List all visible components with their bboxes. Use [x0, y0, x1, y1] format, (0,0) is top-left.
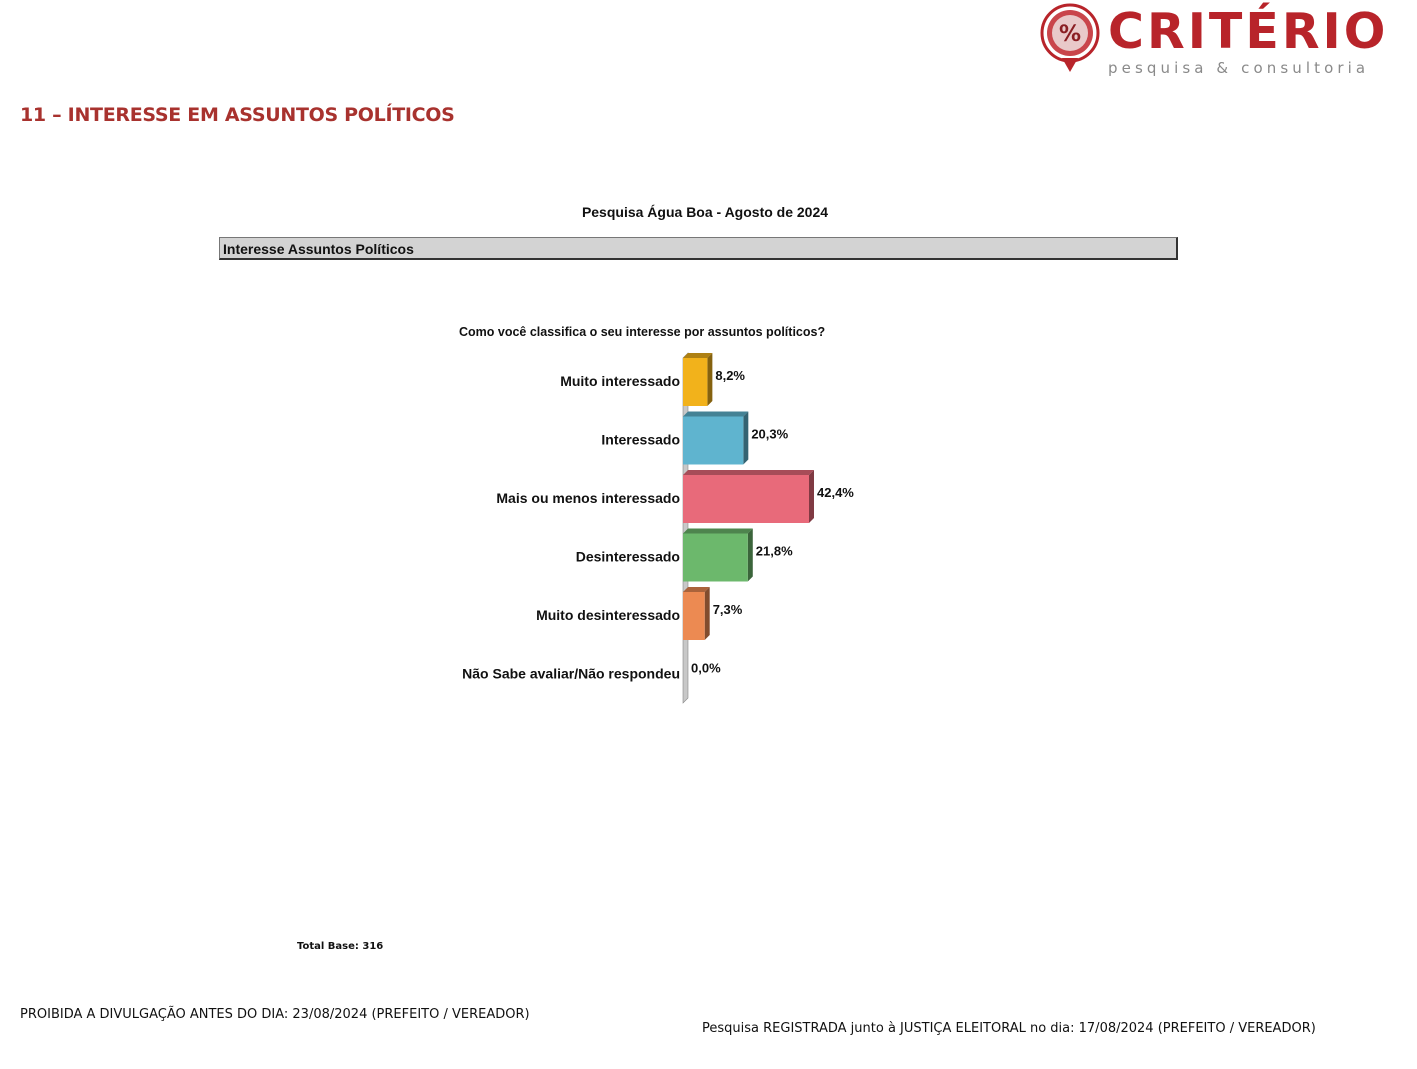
logo-name: CRITÉRIO: [1108, 3, 1389, 60]
criterio-logo: % CRITÉRIO pesquisa & consultoria: [1040, 2, 1390, 82]
bar-side-4: [704, 587, 710, 640]
bar-top-3: [683, 528, 753, 534]
bar-3: [683, 533, 748, 582]
chart-title: Pesquisa Água Boa - Agosto de 2024: [581, 204, 829, 220]
value-label-3: 21,8%: [756, 544, 793, 559]
logo-tagline: pesquisa & consultoria: [1108, 59, 1370, 77]
bar-top-2: [683, 470, 814, 475]
topic-band-label: Interesse Assuntos Políticos: [223, 241, 414, 257]
category-label-4: Muito desinteressado: [536, 607, 680, 623]
bar-side-0: [707, 353, 713, 406]
category-label-2: Mais ou menos interessado: [496, 490, 680, 506]
bar-top-1: [683, 411, 749, 417]
bar-0: [683, 358, 708, 406]
bar-side-1: [743, 411, 749, 465]
category-label-3: Desinteressado: [576, 549, 680, 565]
topic-band: Interesse Assuntos Políticos: [219, 237, 1178, 260]
value-label-1: 20,3%: [751, 427, 788, 442]
bar-2: [683, 475, 809, 523]
chart-question: Como você classifica o seu interesse por…: [459, 325, 826, 339]
total-base: Total Base: 316: [297, 941, 384, 952]
value-label-2: 42,4%: [817, 485, 854, 500]
bar-top-4: [683, 587, 710, 592]
category-label-5: Não Sabe avaliar/Não respondeu: [462, 666, 680, 682]
registration-notice: Pesquisa REGISTRADA junto à JUSTIÇA ELEI…: [702, 1021, 1316, 1036]
category-label-1: Interessado: [601, 432, 680, 448]
value-label-0: 8,2%: [715, 368, 745, 383]
percent-seal-icon: %: [1040, 3, 1100, 72]
bar-1: [683, 416, 744, 465]
disclosure-notice: PROIBIDA A DIVULGAÇÃO ANTES DO DIA: 23/0…: [20, 1007, 530, 1022]
section-title: 11 – INTERESSE EM ASSUNTOS POLÍTICOS: [20, 104, 455, 126]
bar-4: [683, 592, 705, 640]
svg-text:%: %: [1059, 22, 1081, 47]
bar-side-2: [809, 470, 814, 523]
category-label-0: Muito interessado: [560, 373, 680, 389]
value-label-4: 7,3%: [713, 602, 743, 617]
value-label-5: 0,0%: [691, 661, 721, 676]
bar-side-3: [747, 528, 753, 582]
bar-top-0: [683, 353, 713, 358]
